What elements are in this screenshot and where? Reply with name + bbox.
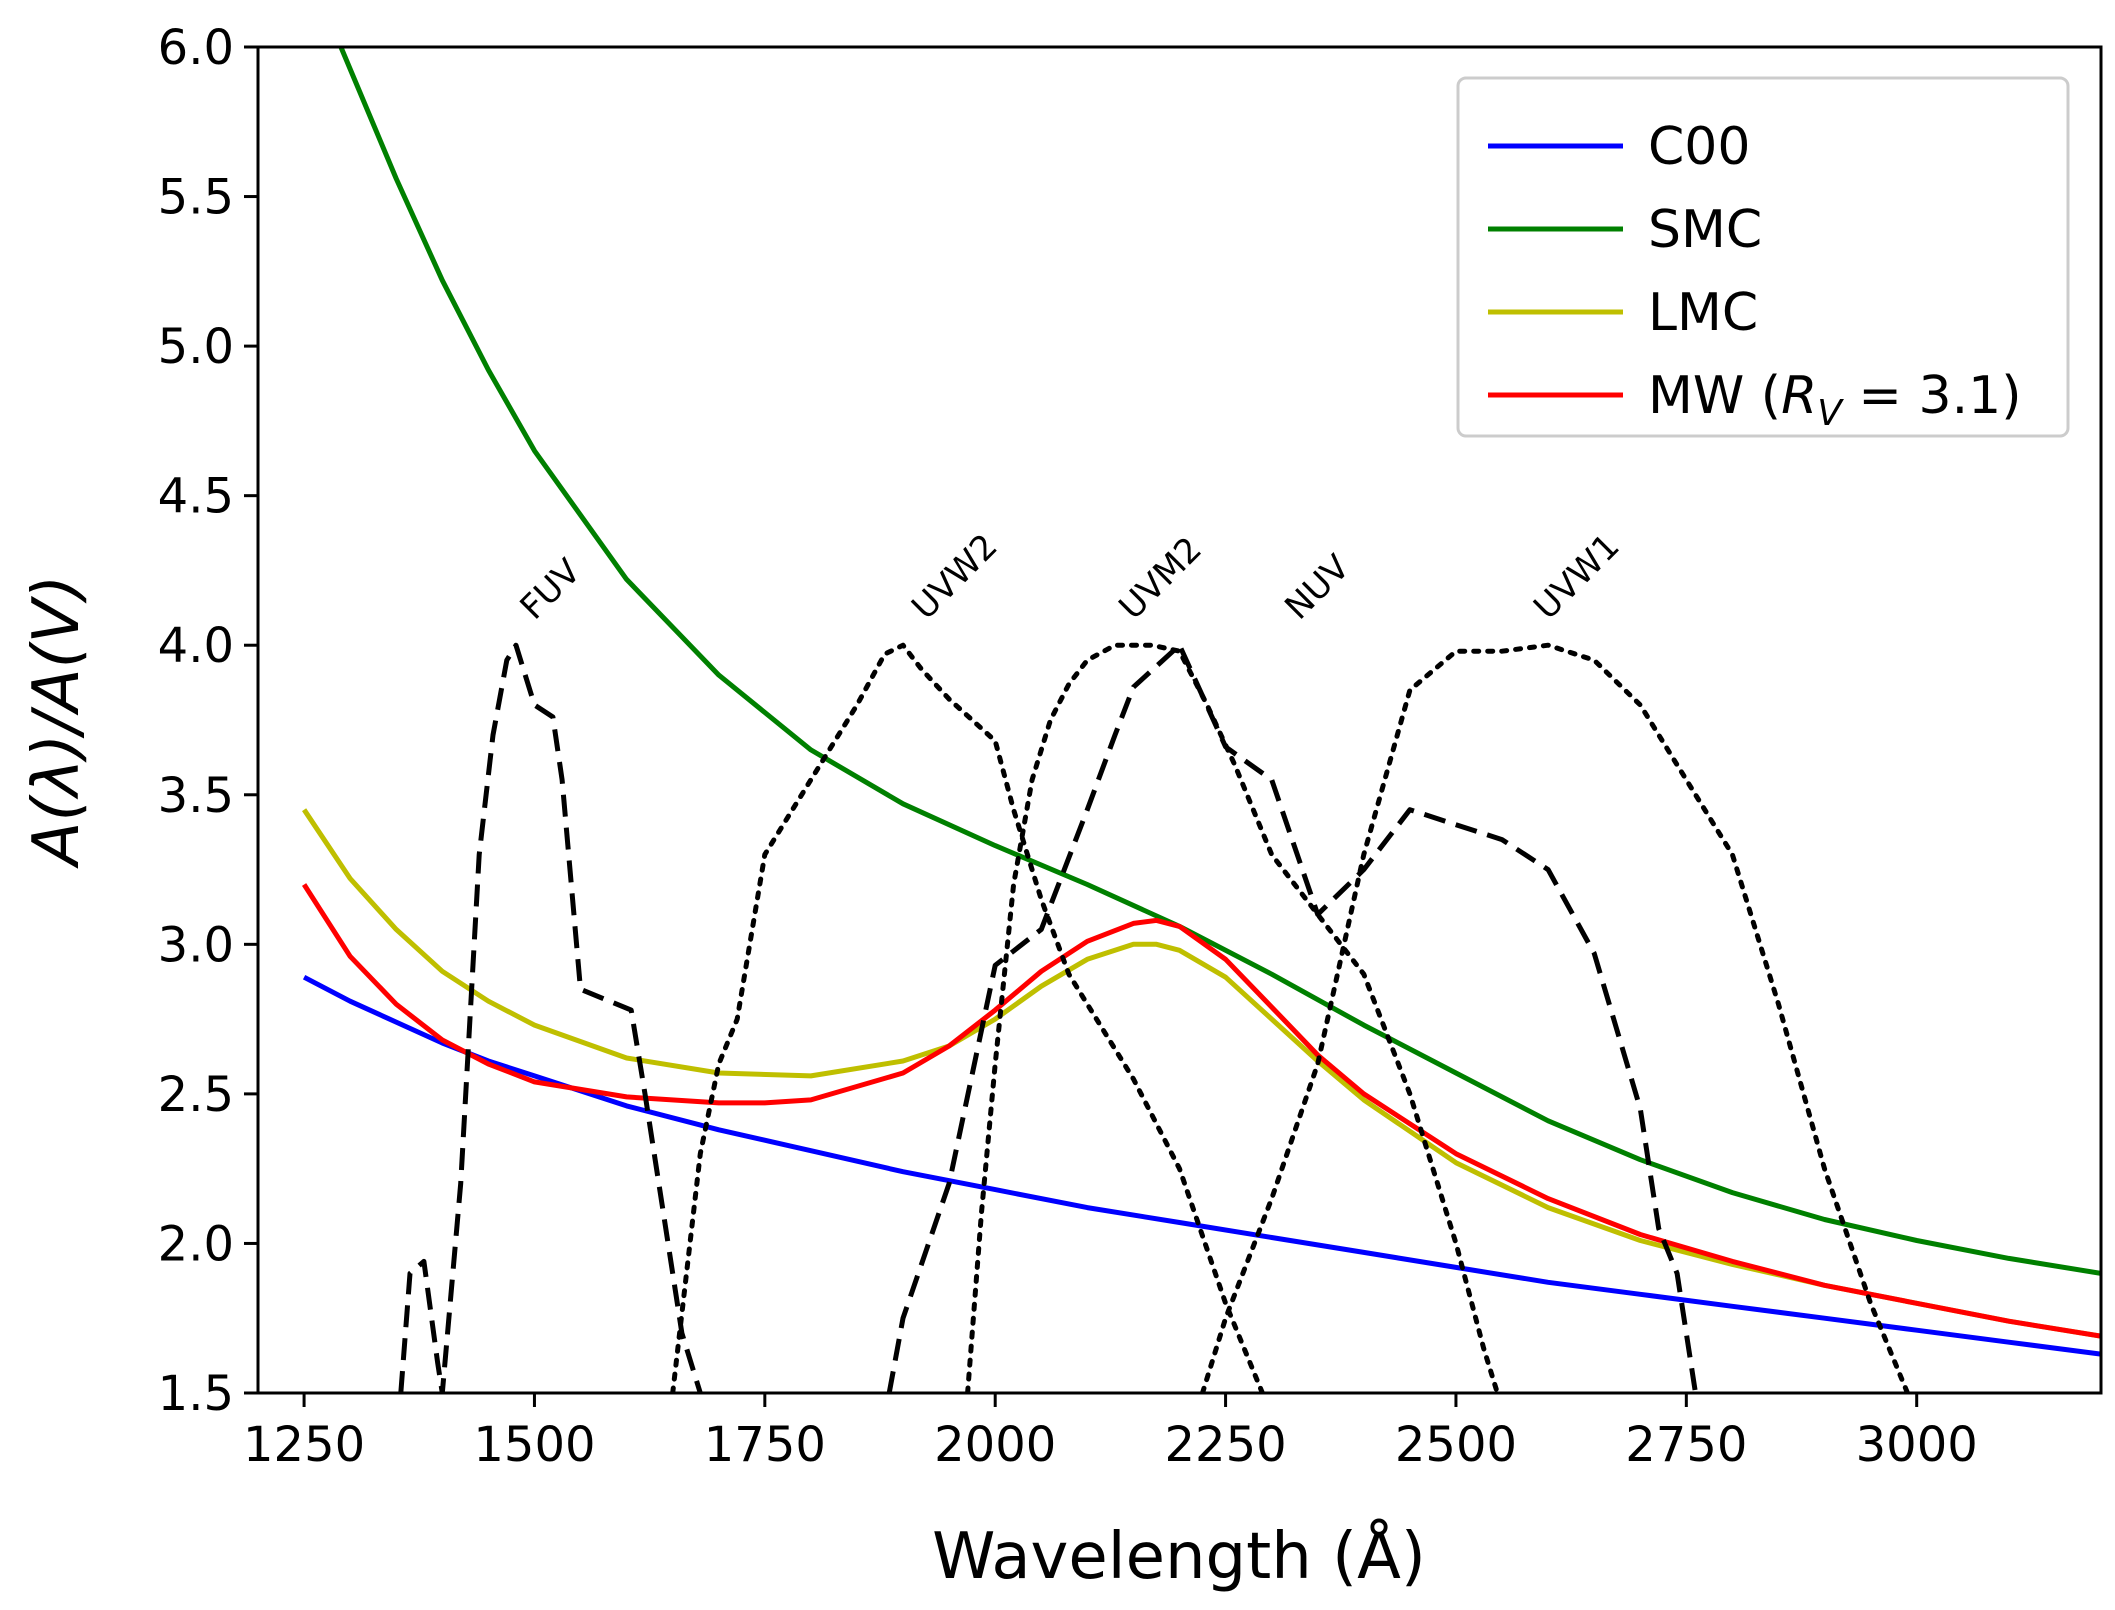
legend-label-c00: C00 bbox=[1648, 117, 1750, 177]
filter-label-uvw1: UVW1 bbox=[1526, 526, 1627, 627]
filter-label-uvw2: UVW2 bbox=[904, 526, 1005, 627]
x-tick-label: 1250 bbox=[243, 1417, 365, 1473]
series-line-uvw1 bbox=[1200, 642, 1910, 1393]
series-line-mw-r-v-3-1 bbox=[301, 883, 2101, 1339]
filter-label-fuv: FUV bbox=[513, 552, 589, 628]
y-axis: 1.5 2.0 2.5 3.0 3.5 4.0 4.5 5.0 5.5 6.0 bbox=[158, 20, 258, 1422]
x-tick-label: 2500 bbox=[1395, 1417, 1517, 1473]
x-tick-label: 3000 bbox=[1856, 1417, 1978, 1473]
filter-label-nuv: NUV bbox=[1277, 547, 1357, 627]
y-tick-label: 1.5 bbox=[158, 1366, 234, 1422]
y-tick-label: 3.5 bbox=[158, 768, 234, 824]
legend-box bbox=[1456, 76, 2070, 438]
y-tick-label: 4.0 bbox=[158, 618, 234, 674]
legend-label-smc: SMC bbox=[1648, 200, 1762, 260]
series-line-uvm2-dotted bbox=[965, 642, 1500, 1393]
x-tick-label: 2750 bbox=[1625, 1417, 1747, 1473]
filter-label-uvm2: UVM2 bbox=[1111, 529, 1209, 627]
series-line-smc bbox=[338, 47, 2101, 1276]
y-tick-label: 2.5 bbox=[158, 1067, 234, 1123]
x-tick-label: 1500 bbox=[473, 1417, 595, 1473]
y-tick-label: 5.5 bbox=[158, 170, 234, 226]
x-tick-label: 2000 bbox=[934, 1417, 1056, 1473]
series-line-lmc bbox=[302, 808, 2101, 1339]
filter-annotations: FUV UVW2 UVM2 NUV UVW1 bbox=[513, 526, 1628, 627]
y-tick-label: 3.0 bbox=[158, 917, 234, 973]
y-tick-label: 2.0 bbox=[158, 1216, 234, 1272]
series-line-fuv bbox=[398, 642, 703, 1393]
x-tick-label: 1750 bbox=[704, 1417, 826, 1473]
series-line-uvw2 bbox=[670, 642, 1265, 1393]
series-line-uvm2 bbox=[886, 642, 1698, 1393]
x-axis: 1250 1500 1750 2000 2250 2500 2750 3000 bbox=[243, 1393, 1978, 1473]
y-tick-label: 6.0 bbox=[158, 20, 234, 76]
series-layer bbox=[301, 47, 2101, 1393]
y-tick-label: 4.5 bbox=[158, 469, 234, 525]
legend: C00 SMC LMC MW (RV = 3.1) bbox=[1456, 76, 2070, 438]
y-axis-title: A(λ)/A(V) bbox=[20, 575, 94, 870]
plot-frame bbox=[256, 45, 2103, 1395]
legend-label-mw: MW (RV = 3.1) bbox=[1648, 366, 2022, 434]
legend-label-lmc: LMC bbox=[1648, 283, 1758, 343]
y-tick-label: 5.0 bbox=[158, 319, 234, 375]
x-tick-label: 2250 bbox=[1164, 1417, 1286, 1473]
x-axis-title: Wavelength (Å) bbox=[932, 1518, 1426, 1594]
series-line-c00 bbox=[302, 974, 2101, 1357]
